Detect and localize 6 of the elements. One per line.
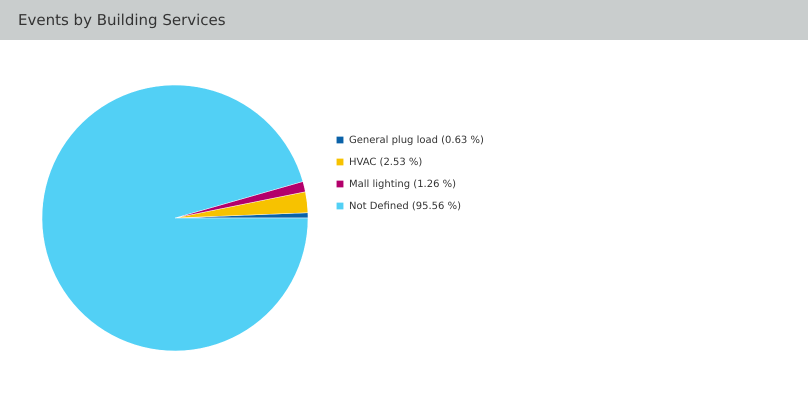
- chart-title: Events by Building Services: [18, 11, 226, 29]
- legend-label: Mall lighting (1.26 %): [349, 179, 456, 190]
- legend-label: Not Defined (95.56 %): [349, 201, 462, 212]
- legend-label: General plug load (0.63 %): [349, 135, 484, 146]
- pie-slice: [42, 84, 308, 352]
- legend-label: HVAC (2.53 %): [349, 157, 422, 168]
